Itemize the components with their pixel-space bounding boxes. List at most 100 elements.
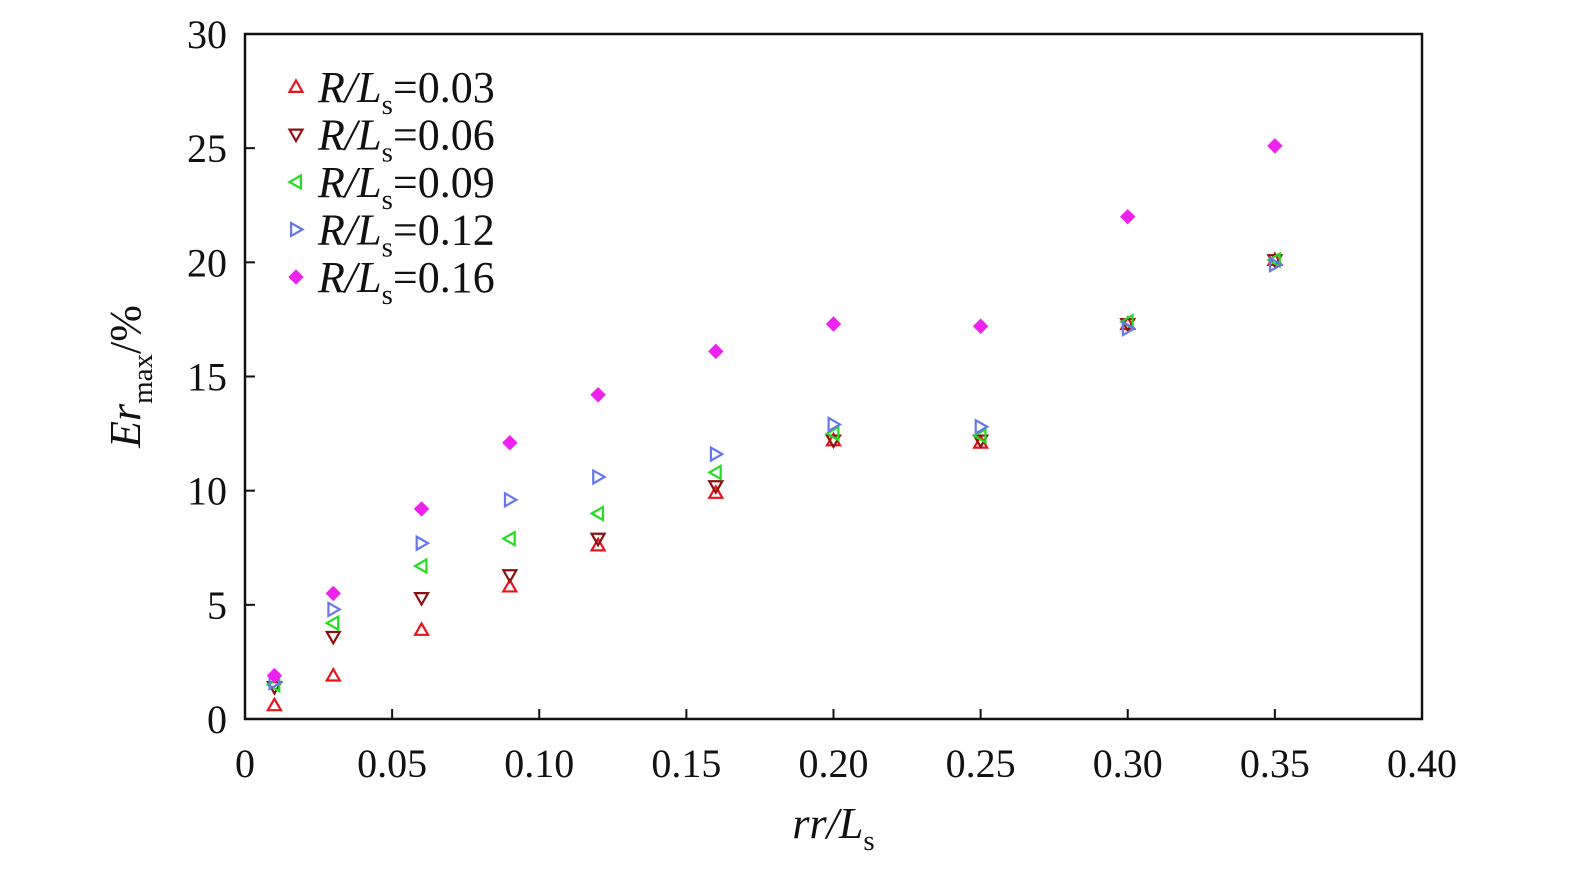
legend-label-value: =0.06 xyxy=(393,111,495,160)
y-tick-label: 25 xyxy=(187,126,227,171)
x-tick-label: 0.20 xyxy=(799,741,869,786)
legend-label-main: R/L xyxy=(317,206,382,255)
y-tick-label: 0 xyxy=(207,697,227,742)
data-point xyxy=(501,530,516,548)
data-point xyxy=(413,501,430,517)
y-tick-label: 30 xyxy=(187,12,227,57)
legend-label-value: =0.12 xyxy=(393,206,495,255)
legend-item: R/Ls=0.03 xyxy=(287,63,495,121)
data-point xyxy=(501,577,519,593)
data-point xyxy=(825,316,842,332)
legend-label-sub: s xyxy=(382,184,393,216)
x-tick-label: 0.05 xyxy=(357,741,427,786)
legend-label-sub: s xyxy=(382,137,393,169)
data-point xyxy=(827,416,843,433)
x-axis-ticks: 0 0.05 0.10 0.15 0.20 0.25 0.30 0.35 0.40 xyxy=(235,709,1457,786)
data-point xyxy=(974,418,990,436)
data-point xyxy=(590,387,606,403)
y-axis-title-suffix: /% xyxy=(101,305,150,354)
legend-label-main: R/L xyxy=(317,111,382,160)
legend-marker xyxy=(288,269,304,285)
legend-label: R/Ls=0.16 xyxy=(317,253,495,311)
x-tick-label: 0.40 xyxy=(1387,741,1457,786)
data-point xyxy=(971,427,987,445)
x-tick-label: 0.25 xyxy=(946,741,1016,786)
data-point xyxy=(501,569,519,584)
data-point xyxy=(266,667,283,684)
x-tick-label: 0.15 xyxy=(651,741,721,786)
data-point xyxy=(1267,138,1283,154)
data-point xyxy=(324,666,342,682)
data-point xyxy=(1266,251,1281,269)
legend-item: R/Ls=0.06 xyxy=(287,111,495,169)
legend-label-main: R/L xyxy=(317,63,382,112)
data-point xyxy=(327,601,342,618)
data-point xyxy=(707,480,725,495)
legend-label-sub: s xyxy=(382,89,393,121)
legend-label-main: R/L xyxy=(317,253,382,302)
legend-label-value: =0.16 xyxy=(393,253,495,302)
legend-marker xyxy=(287,78,305,93)
data-point xyxy=(413,621,430,636)
plot-area: 0 0.05 0.10 0.15 0.20 0.25 0.30 0.35 0.40 0 5 10 15… xyxy=(187,12,1457,786)
series-5 xyxy=(266,138,1283,684)
x-tick-label: 0 xyxy=(235,741,255,786)
legend-label-main: R/L xyxy=(317,158,382,207)
x-tick-label: 0.10 xyxy=(504,741,574,786)
data-point xyxy=(708,343,724,360)
data-point xyxy=(412,557,428,575)
y-tick-label: 15 xyxy=(187,355,227,400)
y-axis-title: Ermax/% xyxy=(101,305,159,449)
data-markers xyxy=(265,138,1284,712)
x-axis-title-main: rr/L xyxy=(792,799,863,848)
data-point xyxy=(589,532,607,548)
data-point xyxy=(709,445,725,463)
legend-label-value: =0.09 xyxy=(393,158,495,207)
legend-marker xyxy=(287,128,305,144)
data-point xyxy=(589,505,605,522)
x-tick-label: 0.35 xyxy=(1240,741,1310,786)
data-point xyxy=(324,630,342,646)
y-axis-title-main: Er xyxy=(101,403,150,449)
y-axis-ticks: 0 5 10 15 20 25 30 xyxy=(187,12,255,742)
legend-label: R/Ls=0.12 xyxy=(317,206,495,264)
data-point xyxy=(503,491,519,509)
data-point xyxy=(972,318,989,334)
x-axis-title-sub: s xyxy=(863,825,874,857)
data-point xyxy=(502,435,518,451)
legend-label-value: =0.03 xyxy=(393,63,495,112)
series-3 xyxy=(265,251,1281,694)
y-axis-title-sub: max xyxy=(127,353,159,403)
data-point xyxy=(324,614,340,632)
legend-label: R/Ls=0.09 xyxy=(317,158,495,216)
y-tick-label: 5 xyxy=(207,583,227,628)
data-point xyxy=(1268,256,1284,274)
y-tick-label: 20 xyxy=(187,240,227,285)
data-point xyxy=(1121,320,1137,337)
data-point xyxy=(266,696,283,712)
data-point xyxy=(825,434,842,450)
data-point xyxy=(707,464,722,481)
legend-label: R/Ls=0.03 xyxy=(317,63,495,121)
legend-item: R/Ls=0.09 xyxy=(287,158,495,216)
legend-marker xyxy=(287,173,302,191)
x-tick-label: 0.30 xyxy=(1093,741,1163,786)
data-point xyxy=(1120,208,1136,225)
legend-label-sub: s xyxy=(382,232,393,264)
y-tick-label: 10 xyxy=(187,469,227,514)
series-4 xyxy=(268,256,1284,691)
legend-label-sub: s xyxy=(382,279,393,311)
legend: R/Ls=0.03R/Ls=0.06R/Ls=0.09R/Ls=0.12R/Ls… xyxy=(287,63,495,311)
data-point xyxy=(707,484,725,499)
data-point xyxy=(413,592,430,607)
legend-label: R/Ls=0.06 xyxy=(317,111,495,169)
legend-item: R/Ls=0.12 xyxy=(290,206,495,264)
legend-marker xyxy=(290,221,305,238)
legend-item: R/Ls=0.16 xyxy=(288,253,495,311)
data-point xyxy=(592,468,607,486)
data-point xyxy=(415,534,431,552)
x-axis-title: rr/Ls xyxy=(792,799,874,857)
data-point xyxy=(824,425,840,442)
series-1 xyxy=(266,251,1284,712)
